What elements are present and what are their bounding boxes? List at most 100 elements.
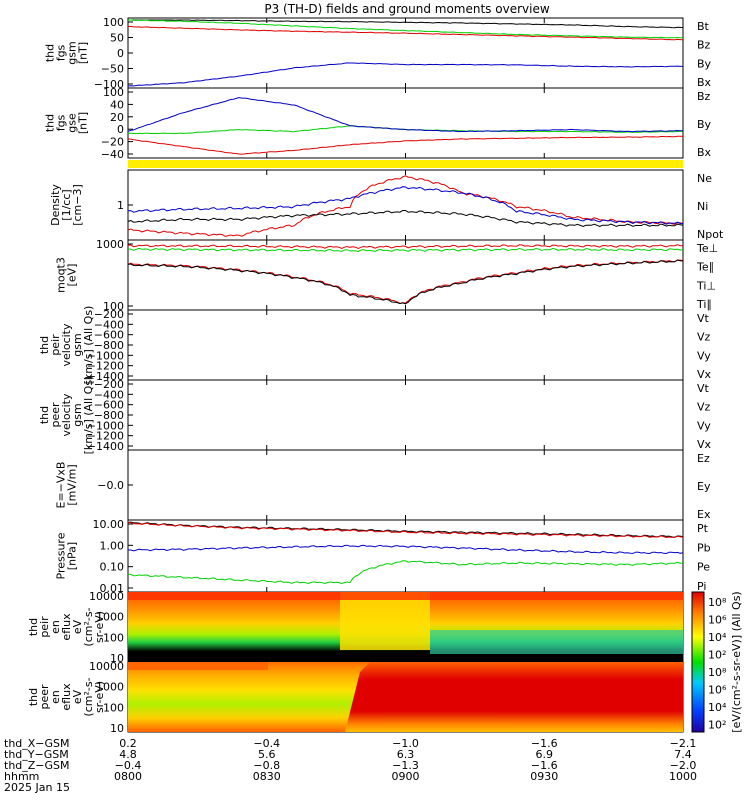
y-tick-label: −800 xyxy=(94,409,124,422)
x-axis-row-label: thd_Y−GSM xyxy=(4,748,69,761)
legends: BtBzByBxBzByBxNeNiNpotTe⊥Te∥Ti⊥Ti∥VtVzVy… xyxy=(696,20,724,593)
x-axis-row-value: 1000 xyxy=(669,770,697,783)
y-tick-label: 1000 xyxy=(96,238,124,251)
legend-Bx: Bx xyxy=(697,76,712,89)
y-tick-label: −600 xyxy=(94,329,124,342)
y-axis-label-line: velocity xyxy=(60,393,73,436)
panel-frame-fgs_gsm xyxy=(127,17,684,89)
y-axis-label-line: [nT] xyxy=(77,42,90,64)
x-axis: thd_X−GSM 0.2 −0.4 −1.0 −1.6 −2.1 thd_Y−GSM 4.8… xyxy=(4,737,697,794)
x-axis-row-label: thd_Z−GSM xyxy=(4,759,70,772)
y-tick-label: 1000 xyxy=(96,681,124,694)
y-axis-label-line: [1/cc] xyxy=(60,189,73,220)
x-axis-row-label: hhmm xyxy=(4,770,39,783)
y-axis-label-line: en xyxy=(49,690,62,704)
y-axis-label-line: (cm²-s- xyxy=(82,677,95,716)
y-tick-label: 100 xyxy=(103,701,124,714)
x-axis-row-value: 0800 xyxy=(114,770,142,783)
x-axis-row-value: −1.6 xyxy=(531,737,558,750)
legend-Ti⊥: Ti⊥ xyxy=(696,279,716,292)
series-line-temperature-Te⊥ xyxy=(127,259,684,304)
y-tick-label: 10000 xyxy=(89,660,124,673)
colorbar-tick-label: 10² xyxy=(708,719,726,732)
legend-Vz: Vz xyxy=(697,401,711,414)
y-axis-label-line: eV xyxy=(71,619,84,634)
x-axis-row-value: 0900 xyxy=(392,770,420,783)
legend-By: By xyxy=(697,57,712,70)
y-axis-labels: thdfgsgsm[nT]thdfgsgse[nT]Density[1/cc][… xyxy=(27,41,106,716)
y-axis-label-line: fgs xyxy=(55,114,68,131)
y-tick-label: 20 xyxy=(110,111,124,124)
y-tick-label: 100 xyxy=(103,631,124,644)
series-line-fgs_gse-Bz xyxy=(127,135,684,155)
legend-Ez: Ez xyxy=(697,452,710,465)
legend-Vx: Vx xyxy=(697,438,712,451)
series-line-temperature-Ti⊥ xyxy=(128,244,684,249)
y-axis-label-line: [cm−3] xyxy=(71,184,84,226)
y-axis-label-line: [eV] xyxy=(66,264,79,287)
series-line-density-Ni xyxy=(127,210,684,228)
series-line-pressure-Pi xyxy=(128,544,684,555)
x-axis-row-value: −2.0 xyxy=(670,759,697,772)
series-line-fgs_gsm-Bx xyxy=(127,62,684,87)
x-axis-row-value: −1.0 xyxy=(392,737,419,750)
y-tick-label: 1000 xyxy=(96,611,124,624)
y-tick-label: 0 xyxy=(117,123,124,136)
y-axis-label-line: [km/s] (All Qs) xyxy=(82,376,95,455)
y-tick-label: −1200 xyxy=(87,430,124,443)
y-axis-label-line: thd xyxy=(27,618,40,636)
y-axis-label-line: thd xyxy=(38,336,51,354)
y-tick-label: −1000 xyxy=(87,419,124,432)
y-tick-label: −1200 xyxy=(87,360,124,373)
legend-Bz: Bz xyxy=(697,39,711,52)
x-axis-row-value: 7.4 xyxy=(674,748,692,761)
y-axis-label-line: gsm xyxy=(71,403,84,426)
y-tick-label: 100 xyxy=(103,86,124,99)
legend-Vt: Vt xyxy=(697,312,710,325)
colorbar-tick-label: 10⁴ xyxy=(708,701,727,714)
y-tick-label: −200 xyxy=(94,378,124,391)
x-axis-row-value: −1.6 xyxy=(531,759,558,772)
y-tick-label: −1400 xyxy=(87,440,124,453)
colorbar-tick-label: 10² xyxy=(708,649,726,662)
colorbar-tick-label: 10⁸ xyxy=(708,666,727,679)
y-tick-label: −0.0 xyxy=(97,479,124,492)
y-tick-label: 10 xyxy=(110,652,124,665)
colorbar-ticks: 10⁸ 10⁶ 10⁴ 10² 10⁸ 10⁶ 10⁴ 10² xyxy=(708,596,727,732)
y-axis-label-line: sr-eV) xyxy=(93,681,106,713)
legend-Bx: Bx xyxy=(697,146,712,159)
series-line-pressure-Pb xyxy=(127,521,684,539)
y-axis-label-line: eflux xyxy=(60,613,73,641)
y-axis-label-line: fgs xyxy=(55,44,68,61)
legend-Vt: Vt xyxy=(697,382,710,395)
series-line-fgs_gsm-By xyxy=(128,19,683,39)
colorbar-tick-label: 10⁶ xyxy=(708,684,727,697)
y-axis-label-line: gsm xyxy=(66,41,79,64)
legend-By: By xyxy=(697,118,712,131)
y-axis-label-line: thd xyxy=(27,688,40,706)
y-axis-label-line: moqt3 xyxy=(55,257,68,293)
y-axis-label-line: eV xyxy=(71,689,84,704)
legend-Pb: Pb xyxy=(697,541,711,554)
legend-Ne: Ne xyxy=(697,172,712,185)
series-line-density-Ne xyxy=(127,175,684,237)
colorbar-tick-label: 10⁶ xyxy=(708,614,727,627)
y-axis-label-line: [km/s] (All Qs) xyxy=(82,306,95,385)
y-axis-label-line: Pressure xyxy=(55,532,68,579)
x-axis-row-value: 6.3 xyxy=(397,748,415,761)
colorbar-tick-label: 10⁸ xyxy=(708,596,727,609)
x-axis-row-value: 0830 xyxy=(253,770,281,783)
y-axis-label-line: thd xyxy=(44,44,57,62)
plot-title: P3 (TH-D) fields and ground moments over… xyxy=(264,2,549,16)
y-tick-label: −100 xyxy=(94,78,124,91)
x-axis-row-value: 6.9 xyxy=(536,748,554,761)
y-axis-label-line: sr-eV) xyxy=(93,611,106,643)
x-axis-row-value: 4.8 xyxy=(119,748,137,761)
plot-lines xyxy=(127,19,684,585)
legend-Bz: Bz xyxy=(697,90,711,103)
legend-Te∥: Te∥ xyxy=(696,261,714,274)
panel-frame-fgs_gse xyxy=(127,87,684,159)
y-axis-label-line: velocity xyxy=(60,323,73,366)
legend-Te⊥: Te⊥ xyxy=(696,242,718,255)
